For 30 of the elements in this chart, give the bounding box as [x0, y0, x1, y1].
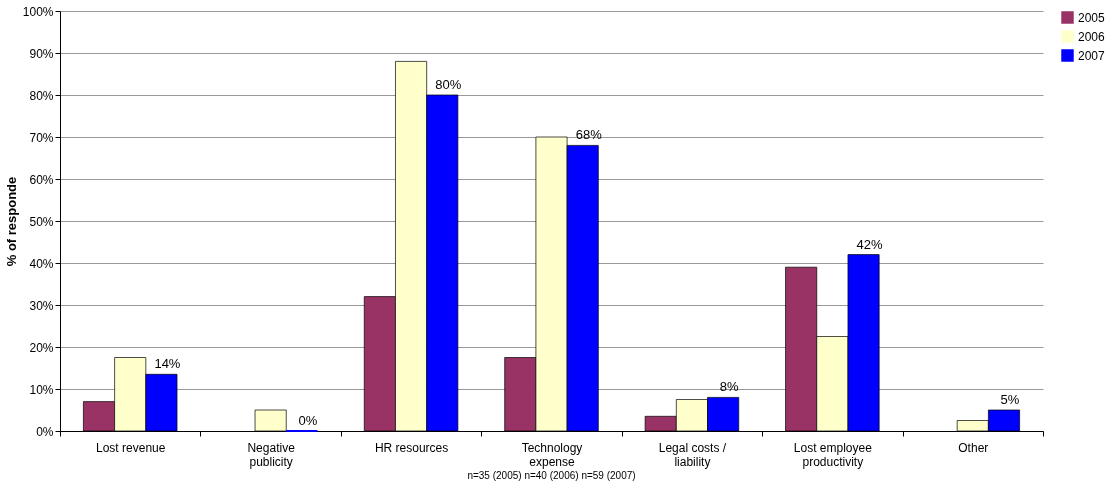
x-tick-label: Other — [958, 440, 989, 455]
y-axis-title: % of responde — [3, 176, 19, 267]
data-label: 42% — [856, 236, 884, 252]
x-tick-label: Technology expense — [521, 440, 583, 469]
y-tick-label: 90% — [29, 46, 54, 61]
y-tick-label: 0% — [36, 424, 54, 439]
x-tick-label: Legal costs / liability — [658, 440, 727, 469]
y-tick-label: 60% — [29, 172, 54, 187]
data-label: 8% — [719, 379, 739, 395]
y-tick-label: 10% — [29, 382, 54, 397]
x-tick-label: Negative publicity — [247, 440, 296, 469]
y-tick-label: 100% — [22, 4, 54, 19]
data-label: 68% — [575, 127, 603, 143]
data-label: 80% — [435, 77, 462, 92]
data-label: 14% — [154, 356, 181, 372]
y-tick-label: 20% — [29, 340, 54, 355]
legend-label: 2006 — [1078, 29, 1106, 44]
legend-label: 2005 — [1078, 10, 1106, 25]
x-tick-label: HR resources — [374, 440, 449, 455]
y-tick-label: 40% — [29, 256, 54, 271]
data-label: 0% — [298, 413, 318, 428]
x-tick-label: Lost employee productivity — [793, 440, 873, 469]
x-tick-label: Lost revenue — [96, 440, 166, 455]
y-tick-label: 80% — [29, 88, 54, 103]
data-label: 5% — [1000, 392, 1020, 407]
text: n=35 (2005) n=40 (2006) n=59 (2007) — [467, 470, 636, 481]
y-tick-label: 50% — [29, 214, 54, 229]
y-tick-label: 70% — [29, 130, 54, 145]
legend-label: 2007 — [1078, 48, 1106, 63]
y-tick-label: 30% — [29, 298, 54, 313]
